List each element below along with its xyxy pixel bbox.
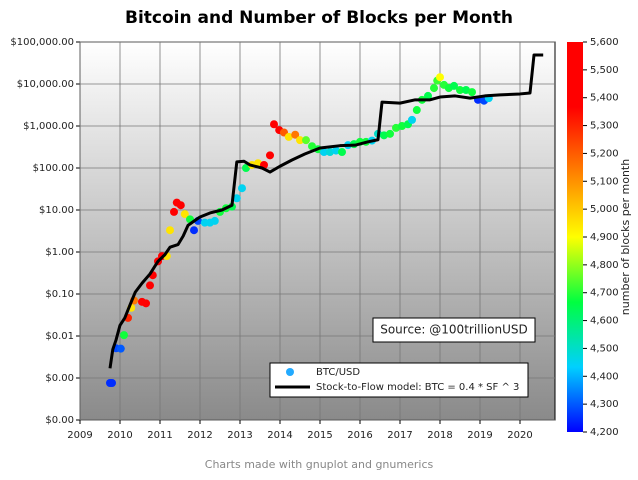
x-tick-label: 2013 (227, 430, 252, 441)
data-point (380, 131, 388, 140)
x-tick-label: 2018 (427, 430, 452, 441)
y-tick-label: $0.01 (45, 331, 74, 342)
legend-label: Stock-to-Flow model: BTC = 0.4 * SF ^ 3 (316, 382, 519, 393)
data-point (320, 148, 328, 157)
data-point (326, 148, 334, 157)
y-tick-label: $1,000.00 (23, 121, 74, 132)
x-tick-label: 2015 (307, 430, 332, 441)
data-point (166, 226, 174, 235)
x-tick-label: 2016 (347, 430, 372, 441)
data-point (450, 81, 458, 90)
chart-title: Bitcoin and Number of Blocks per Month (125, 8, 513, 28)
colorbar-tick-label: 5,100 (590, 176, 619, 187)
x-tick-label: 2010 (107, 430, 132, 441)
data-point (190, 226, 198, 235)
data-point (120, 331, 128, 340)
data-point (436, 73, 444, 82)
colorbar-tick-label: 4,400 (590, 371, 619, 382)
data-point (291, 130, 300, 139)
colorbar-tick-label: 5,500 (590, 65, 619, 76)
colorbar-tick-label: 4,600 (590, 316, 619, 327)
data-point (238, 184, 246, 193)
x-tick-label: 2017 (387, 430, 412, 441)
colorbar-label: number of blocks per month (619, 159, 632, 315)
colorbar-tick-label: 4,300 (590, 399, 619, 410)
data-point (332, 146, 340, 155)
x-tick-label: 2009 (67, 430, 92, 441)
colorbar-tick-label: 4,200 (590, 427, 619, 438)
annotation-box (372, 317, 536, 343)
y-tick-label: $0.00 (45, 373, 74, 384)
y-tick-label: $100,000.00 (10, 37, 74, 48)
data-point (456, 85, 464, 94)
data-point (108, 379, 116, 388)
data-point (242, 164, 250, 172)
x-tick-label: 2020 (507, 430, 532, 441)
plot-area (79, 41, 556, 421)
colorbar-tick-label: 4,700 (590, 288, 619, 299)
colorbar (567, 42, 583, 432)
data-point (398, 122, 406, 130)
colorbar-tick-label: 5,200 (590, 148, 619, 159)
data-point (462, 85, 470, 94)
caption: Charts made with gnuplot and gnumerics (205, 458, 434, 471)
y-tick-label: $100.00 (33, 163, 74, 174)
data-point (392, 123, 400, 132)
data-point (338, 148, 346, 157)
line (108, 53, 544, 369)
y-tick-label: $0.00 (45, 415, 74, 426)
x-tick-label: 2019 (467, 430, 492, 441)
data-point (284, 132, 293, 141)
data-point (142, 299, 150, 308)
data-point (468, 88, 476, 97)
y-tick-label: $1.00 (45, 247, 74, 258)
data-point (232, 194, 241, 203)
legend-label: BTC/USD (316, 367, 360, 378)
legend-marker (286, 368, 294, 376)
x-tick-label: 2012 (187, 430, 212, 441)
colorbar-tick-label: 5,000 (590, 204, 619, 215)
legend-box (269, 362, 529, 398)
data-point (170, 207, 178, 216)
data-point (266, 151, 274, 160)
colorbar-tick-label: 4,500 (590, 343, 619, 354)
data-point (180, 210, 189, 219)
annotation: Source: @100trillionUSD (380, 323, 528, 337)
colorbar-tick-label: 5,300 (590, 121, 619, 132)
data-point (412, 106, 421, 115)
data-point (210, 216, 219, 225)
data-point (430, 84, 438, 93)
y-tick-label: $0.10 (45, 289, 74, 300)
data-point (386, 129, 394, 138)
data-point (308, 142, 316, 151)
data-point (296, 136, 304, 145)
data-point (408, 115, 416, 124)
data-point (270, 120, 278, 129)
data-point (176, 201, 185, 210)
y-tick-label: $10,000.00 (17, 79, 74, 90)
x-tick-label: 2014 (267, 430, 292, 441)
y-tick-label: $10.00 (39, 205, 74, 216)
data-point (116, 344, 125, 353)
data-point (302, 136, 310, 145)
x-tick-label: 2011 (147, 430, 172, 441)
colorbar-tick-label: 4,900 (590, 232, 619, 243)
colorbar-tick-label: 5,600 (590, 37, 619, 48)
data-point (424, 91, 432, 100)
colorbar-tick-label: 4,800 (590, 260, 619, 271)
colorbar-tick-label: 5,400 (590, 93, 619, 104)
data-point (146, 281, 154, 290)
